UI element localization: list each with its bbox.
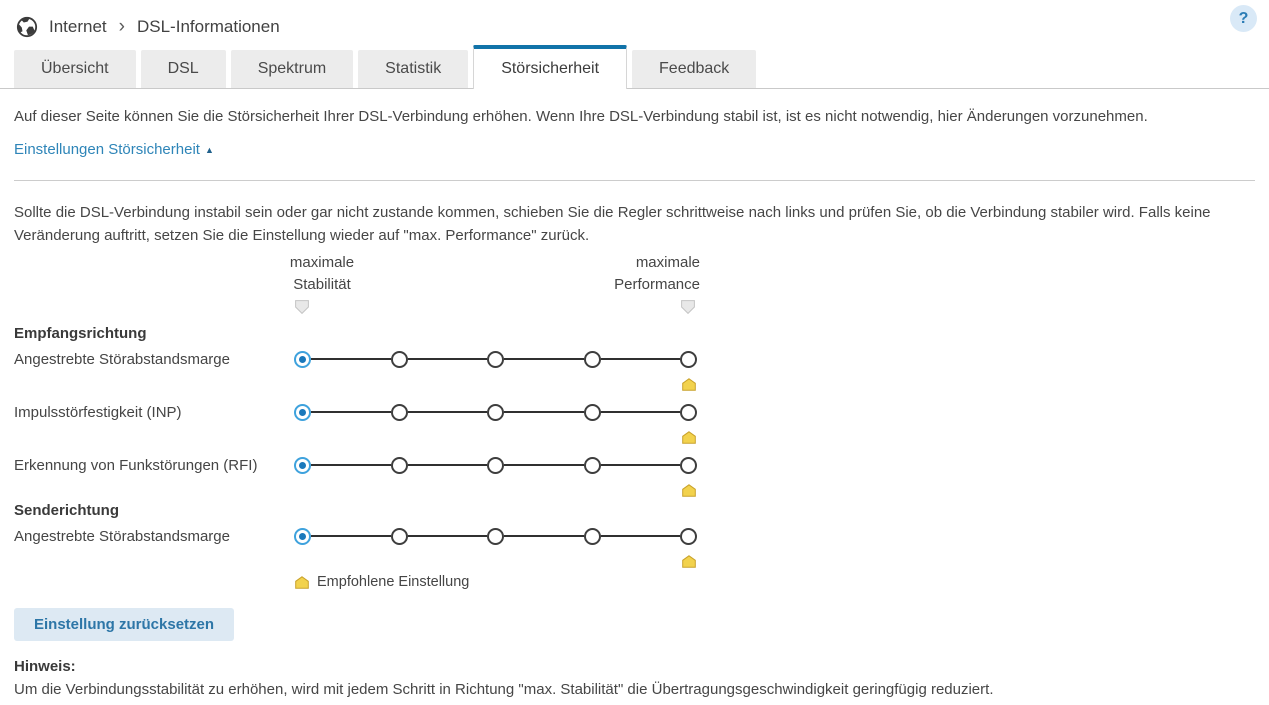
- slider-track: [294, 403, 697, 421]
- settings-toggle-link[interactable]: Einstellungen Störsicherheit ▲: [14, 141, 214, 158]
- slider-track: [294, 456, 697, 474]
- slider-connector: [311, 411, 391, 413]
- column-headers: maximale Stabilität maximale Performance: [14, 252, 774, 298]
- slider-radio-3[interactable]: [487, 350, 504, 368]
- column-header-performance: maximale Performance: [614, 254, 700, 293]
- slider-row: Impulsstörfestigkeit (INP): [14, 402, 774, 444]
- globe-icon: [16, 16, 38, 38]
- slider-row: Angestrebte Störabstandsmarge: [14, 526, 774, 568]
- slider-connector: [311, 535, 391, 537]
- slider-connector: [600, 464, 680, 466]
- slider-radio-5[interactable]: [680, 403, 697, 421]
- note-block: Hinweis: Um die Verbindungsstabilität zu…: [14, 656, 1255, 701]
- slider-connector: [311, 358, 391, 360]
- slider-radio-3[interactable]: [487, 403, 504, 421]
- slider-connector: [600, 358, 680, 360]
- breadcrumb-page: DSL-Informationen: [136, 16, 280, 36]
- tab-uebersicht[interactable]: Übersicht: [14, 50, 136, 88]
- tab-bar: Übersicht DSL Spektrum Statistik Störsicherh…: [0, 44, 1269, 89]
- legend-label: Empfohlene Einstellung: [317, 574, 470, 590]
- slider-connector: [504, 464, 584, 466]
- slider-radio-3[interactable]: [487, 527, 504, 545]
- column-header-stability: maximale Stabilität: [289, 254, 355, 293]
- slider-radio-2[interactable]: [390, 527, 408, 545]
- section-title: Senderichtung: [14, 502, 120, 519]
- slider-connector: [311, 464, 391, 466]
- slider-row-label: Erkennung von Funkstörungen (RFI): [14, 456, 258, 474]
- section-title: Empfangsrichtung: [14, 325, 147, 342]
- note-text: Um die Verbindungsstabilität zu erhöhen,…: [14, 681, 994, 698]
- slider-radio-2[interactable]: [390, 456, 408, 474]
- slider-panel: maximale Stabilität maximale Performance…: [14, 252, 774, 590]
- slider-radio-5[interactable]: [680, 456, 697, 474]
- slider-sections: Empfangsrichtung Angestrebte Störabstands…: [14, 316, 774, 568]
- slider-radio-1[interactable]: [294, 527, 311, 545]
- slider-row: Erkennung von Funkstörungen (RFI): [14, 455, 774, 497]
- slider-radio-2[interactable]: [390, 403, 408, 421]
- recommended-legend-icon: [295, 575, 309, 589]
- content-area: Auf dieser Seite können Sie die Störsich…: [0, 106, 1269, 701]
- slider-track: [294, 527, 697, 545]
- slider-connector: [407, 535, 487, 537]
- breadcrumb-section[interactable]: Internet: [49, 16, 107, 36]
- slider-radio-4[interactable]: [583, 527, 601, 545]
- slider-connector: [600, 411, 680, 413]
- tab-stoersicherheit[interactable]: Störsicherheit: [473, 45, 628, 89]
- slider-row-label: Angestrebte Störabstandsmarge: [14, 350, 230, 368]
- column-anchor-row: [14, 300, 774, 316]
- recommended-marker-icon: [681, 431, 696, 444]
- slider-track: [294, 350, 697, 368]
- tab-feedback[interactable]: Feedback: [632, 50, 757, 88]
- settings-toggle-label: Einstellungen Störsicherheit: [14, 141, 200, 158]
- slider-row-label: Angestrebte Störabstandsmarge: [14, 527, 230, 545]
- slider-radio-1[interactable]: [294, 403, 311, 421]
- reset-button[interactable]: Einstellung zurücksetzen: [14, 608, 235, 641]
- slider-radio-5[interactable]: [680, 350, 697, 368]
- intro-text: Auf dieser Seite können Sie die Störsich…: [14, 108, 1148, 125]
- breadcrumb: Internet › DSL-Informationen ?: [0, 0, 1269, 44]
- slider-connector: [600, 535, 680, 537]
- recommended-marker-icon: [681, 378, 696, 391]
- legend: Empfohlene Einstellung: [295, 574, 774, 590]
- slider-connector: [407, 358, 487, 360]
- slider-radio-2[interactable]: [390, 350, 408, 368]
- slider-connector: [407, 464, 487, 466]
- slider-row: Angestrebte Störabstandsmarge: [14, 349, 774, 391]
- slider-radio-3[interactable]: [487, 456, 504, 474]
- performance-shield-icon: [681, 300, 695, 315]
- slider-row-label: Impulsstörfestigkeit (INP): [14, 403, 182, 421]
- slider-connector: [504, 535, 584, 537]
- help-button[interactable]: ?: [1230, 5, 1257, 32]
- breadcrumb-separator: ›: [118, 16, 125, 37]
- stability-shield-icon: [295, 300, 309, 315]
- slider-connector: [504, 358, 584, 360]
- slider-radio-4[interactable]: [583, 456, 601, 474]
- note-title: Hinweis:: [14, 658, 76, 675]
- slider-radio-5[interactable]: [680, 527, 697, 545]
- slider-radio-4[interactable]: [583, 403, 601, 421]
- collapse-arrow-icon: ▲: [204, 145, 214, 155]
- slider-connector: [407, 411, 487, 413]
- slider-radio-4[interactable]: [583, 350, 601, 368]
- instructions-text: Sollte die DSL-Verbindung instabil sein …: [14, 204, 1211, 244]
- tab-spektrum[interactable]: Spektrum: [230, 50, 354, 88]
- slider-radio-1[interactable]: [294, 456, 311, 474]
- recommended-marker-icon: [681, 484, 696, 497]
- tab-dsl[interactable]: DSL: [140, 50, 226, 88]
- section-divider: [14, 180, 1255, 181]
- tab-statistik[interactable]: Statistik: [358, 50, 469, 88]
- slider-radio-1[interactable]: [294, 350, 311, 368]
- slider-connector: [504, 411, 584, 413]
- recommended-marker-icon: [681, 555, 696, 568]
